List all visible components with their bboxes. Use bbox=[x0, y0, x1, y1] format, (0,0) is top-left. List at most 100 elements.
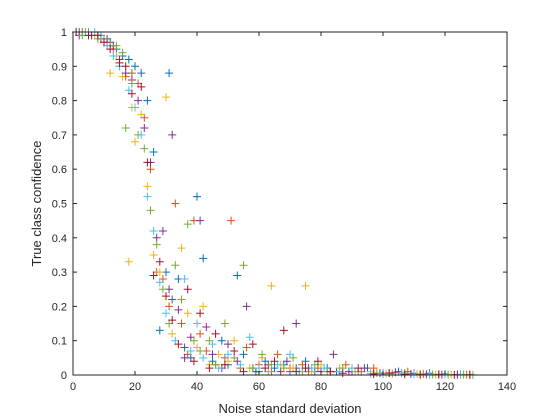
data-point-s5-14 bbox=[180, 274, 189, 283]
data-point-s0-14 bbox=[165, 69, 174, 78]
data-point-s4-11 bbox=[146, 206, 155, 215]
data-point-s0-9 bbox=[137, 69, 146, 78]
data-point-s6-3 bbox=[100, 38, 108, 47]
data-point-s4-28 bbox=[279, 364, 288, 373]
data-point-s1-14 bbox=[171, 199, 180, 208]
data-point-s2-17 bbox=[183, 309, 192, 318]
data-point-s5-9 bbox=[143, 192, 152, 201]
data-point-s6-18 bbox=[205, 364, 214, 373]
data-point-s4-16 bbox=[177, 295, 186, 304]
data-point-s1-15 bbox=[177, 319, 186, 328]
data-point-s6-26 bbox=[279, 326, 288, 335]
data-point-s2-12 bbox=[149, 250, 158, 259]
x-tick-label: 0 bbox=[70, 381, 76, 393]
data-point-s2-19 bbox=[199, 302, 208, 311]
y-tick-label: 0.4 bbox=[52, 233, 67, 245]
data-point-s4-24 bbox=[239, 261, 248, 270]
data-point-s2-4 bbox=[106, 69, 115, 78]
data-point-s6-13 bbox=[168, 316, 177, 325]
data-point-s6-15 bbox=[183, 285, 192, 294]
data-point-s1-18 bbox=[196, 329, 205, 338]
data-point-s3-6 bbox=[121, 69, 130, 78]
data-point-s6-35 bbox=[400, 370, 409, 379]
data-point-s4-19 bbox=[196, 346, 205, 355]
data-point-s5-21 bbox=[236, 360, 245, 369]
y-axis-label: True class confidence bbox=[29, 141, 44, 267]
data-point-s6-27 bbox=[292, 367, 301, 376]
data-point-s6-19 bbox=[211, 329, 220, 338]
data-point-s0-22 bbox=[217, 336, 226, 345]
data-point-s6-28 bbox=[301, 364, 310, 373]
y-tick-label: 0.2 bbox=[52, 301, 67, 313]
data-point-s6-8 bbox=[137, 82, 146, 91]
data-point-s6-20 bbox=[220, 360, 229, 369]
data-point-s2-7 bbox=[124, 257, 133, 266]
y-tick-label: 0.5 bbox=[52, 199, 67, 211]
data-point-s5-15 bbox=[186, 346, 195, 355]
y-tick-label: 1 bbox=[61, 27, 67, 39]
data-point-s6-12 bbox=[162, 292, 170, 301]
data-point-s4-18 bbox=[189, 336, 198, 345]
data-point-s6-31 bbox=[338, 369, 347, 378]
data-point-s3-29 bbox=[292, 319, 301, 328]
data-point-s5-26 bbox=[286, 350, 294, 359]
data-point-s3-14 bbox=[168, 130, 177, 139]
x-tick-label: 40 bbox=[191, 381, 203, 393]
data-point-s2-23 bbox=[230, 336, 239, 345]
data-point-s5-29 bbox=[320, 364, 329, 373]
data-point-s6-11 bbox=[155, 257, 164, 266]
plot-area bbox=[73, 32, 507, 375]
y-tick-label: 0.1 bbox=[52, 336, 67, 348]
data-point-s2-26 bbox=[267, 281, 276, 290]
data-point-s5-16 bbox=[193, 319, 201, 328]
x-tick-label: 80 bbox=[315, 381, 327, 393]
x-tick-label: 20 bbox=[129, 381, 141, 393]
data-point-s1-24 bbox=[242, 343, 251, 352]
data-point-s6-34 bbox=[385, 368, 394, 377]
data-point-s3-24 bbox=[242, 302, 251, 311]
data-point-s6-14 bbox=[174, 340, 183, 349]
data-point-s3-19 bbox=[202, 322, 211, 331]
data-point-s2-10 bbox=[137, 110, 146, 119]
data-point-s6-16 bbox=[189, 357, 198, 366]
x-tick-label: 100 bbox=[374, 381, 392, 393]
data-point-s6-17 bbox=[196, 309, 205, 318]
data-point-s6-10 bbox=[149, 271, 158, 280]
data-point-s0-20 bbox=[199, 254, 208, 263]
x-axis-label: Noise standard deviation bbox=[218, 401, 361, 416]
data-point-s6-32 bbox=[354, 364, 363, 373]
data-point-s6-4 bbox=[106, 45, 115, 54]
data-point-s2-15 bbox=[168, 329, 177, 338]
data-point-s2-29 bbox=[301, 281, 310, 290]
x-tick-label: 60 bbox=[253, 381, 265, 393]
data-point-s6-21 bbox=[230, 346, 239, 355]
data-point-s4-13 bbox=[158, 285, 167, 294]
data-point-s5-17 bbox=[199, 353, 208, 362]
data-point-s4-7 bbox=[121, 124, 130, 133]
data-point-s3-18 bbox=[196, 216, 205, 225]
data-point-s5-20 bbox=[224, 350, 232, 359]
y-tick-label: 0.9 bbox=[52, 61, 67, 73]
data-point-s3-22 bbox=[224, 340, 232, 349]
data-point-s4-22 bbox=[220, 319, 229, 328]
data-point-s2-16 bbox=[177, 244, 186, 253]
data-point-s6-24 bbox=[261, 364, 270, 373]
data-point-s4-8 bbox=[127, 79, 136, 88]
data-point-s5-18 bbox=[208, 340, 217, 349]
data-point-s3-20 bbox=[208, 350, 217, 359]
y-tick-label: 0.8 bbox=[52, 96, 67, 108]
data-point-s0-24 bbox=[233, 271, 242, 280]
y-tick-label: 0.3 bbox=[52, 267, 67, 279]
data-point-s6-1 bbox=[84, 31, 93, 40]
data-point-s4-15 bbox=[171, 261, 180, 270]
data-point-s3-32 bbox=[329, 350, 338, 359]
data-point-s6-5 bbox=[115, 58, 124, 67]
data-point-s0-25 bbox=[239, 350, 248, 359]
data-point-s5-4 bbox=[109, 52, 118, 61]
data-point-s6-22 bbox=[239, 367, 248, 376]
data-point-s4-12 bbox=[152, 240, 161, 249]
data-point-s6-30 bbox=[326, 367, 335, 376]
data-point-s4-17 bbox=[183, 220, 192, 229]
